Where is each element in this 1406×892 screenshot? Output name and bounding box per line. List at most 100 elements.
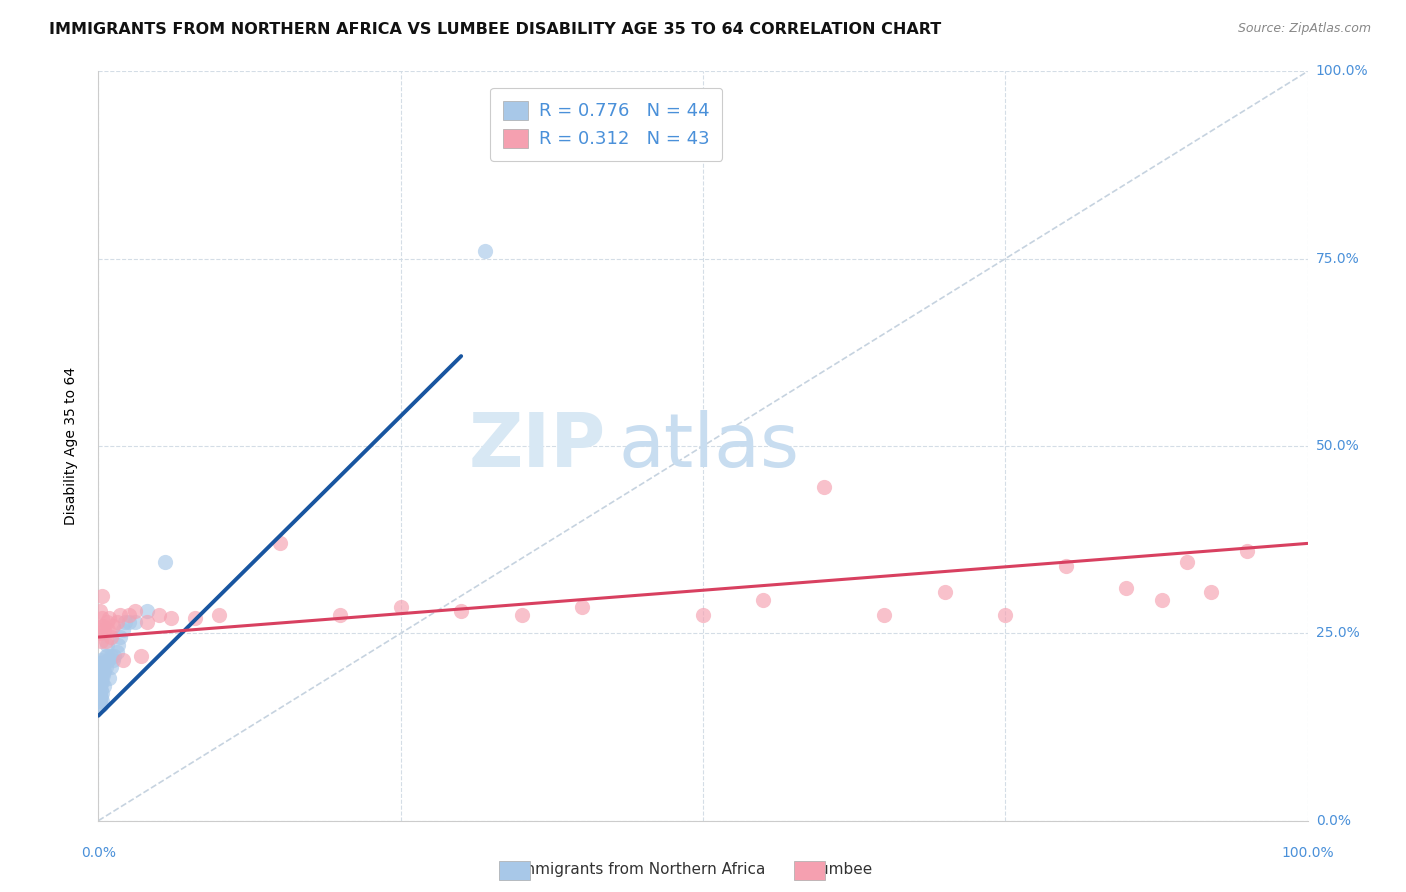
Point bbox=[91, 675, 114, 690]
Point bbox=[450, 604, 472, 618]
Point bbox=[89, 679, 111, 693]
Point bbox=[89, 698, 111, 712]
Text: 0.0%: 0.0% bbox=[82, 846, 115, 860]
Point bbox=[105, 615, 128, 629]
Point bbox=[89, 671, 111, 685]
Point bbox=[93, 623, 115, 637]
Point bbox=[89, 657, 111, 671]
Point bbox=[994, 607, 1017, 622]
Point bbox=[329, 607, 352, 622]
Point bbox=[105, 645, 128, 659]
Point bbox=[96, 648, 118, 663]
Point bbox=[107, 638, 129, 652]
Legend: R = 0.776   N = 44, R = 0.312   N = 43: R = 0.776 N = 44, R = 0.312 N = 43 bbox=[491, 88, 723, 161]
Point bbox=[91, 657, 114, 671]
Point bbox=[90, 682, 112, 697]
Point bbox=[96, 615, 118, 629]
Point bbox=[90, 652, 112, 666]
Point bbox=[93, 679, 115, 693]
Point bbox=[91, 686, 114, 700]
Text: Source: ZipAtlas.com: Source: ZipAtlas.com bbox=[1237, 22, 1371, 36]
Point bbox=[114, 615, 136, 629]
Point bbox=[129, 648, 152, 663]
Point bbox=[692, 607, 714, 622]
Point bbox=[90, 690, 112, 704]
Point bbox=[510, 607, 533, 622]
Point bbox=[1115, 582, 1137, 596]
Point bbox=[90, 667, 112, 681]
Point bbox=[91, 611, 114, 625]
Point bbox=[89, 626, 111, 640]
Point bbox=[1054, 558, 1077, 573]
Point bbox=[111, 652, 134, 666]
Point bbox=[91, 694, 114, 708]
Point bbox=[108, 607, 131, 622]
Point bbox=[94, 648, 117, 663]
Point bbox=[100, 648, 122, 663]
Point bbox=[94, 633, 117, 648]
Text: Lumbee: Lumbee bbox=[801, 863, 873, 877]
Text: IMMIGRANTS FROM NORTHERN AFRICA VS LUMBEE DISABILITY AGE 35 TO 64 CORRELATION CH: IMMIGRANTS FROM NORTHERN AFRICA VS LUMBE… bbox=[49, 22, 942, 37]
Point bbox=[91, 667, 114, 681]
Point bbox=[98, 611, 121, 625]
Point bbox=[1152, 592, 1174, 607]
Point bbox=[90, 675, 112, 690]
Point bbox=[89, 664, 111, 678]
Text: atlas: atlas bbox=[619, 409, 800, 483]
Text: 25.0%: 25.0% bbox=[1316, 626, 1360, 640]
Point bbox=[1175, 555, 1198, 569]
Point bbox=[101, 652, 124, 666]
Point bbox=[124, 615, 146, 629]
Point bbox=[100, 660, 122, 674]
Point bbox=[269, 536, 291, 550]
Point bbox=[89, 604, 111, 618]
Point bbox=[97, 652, 120, 666]
Point bbox=[97, 623, 120, 637]
Point bbox=[389, 600, 412, 615]
Point bbox=[111, 623, 134, 637]
Point bbox=[90, 633, 112, 648]
Point bbox=[108, 630, 131, 644]
Point bbox=[118, 615, 141, 629]
Point bbox=[100, 630, 122, 644]
Point bbox=[98, 671, 121, 685]
Point bbox=[91, 619, 114, 633]
Point bbox=[89, 690, 111, 704]
Point bbox=[118, 607, 141, 622]
Point bbox=[89, 694, 111, 708]
Point bbox=[91, 660, 114, 674]
Point bbox=[103, 648, 125, 663]
Y-axis label: Disability Age 35 to 64: Disability Age 35 to 64 bbox=[63, 367, 77, 525]
Point bbox=[90, 660, 112, 674]
Point bbox=[153, 555, 176, 569]
Point bbox=[89, 686, 111, 700]
Point bbox=[934, 585, 956, 599]
Point bbox=[474, 244, 496, 259]
Point bbox=[148, 607, 170, 622]
Point bbox=[184, 611, 207, 625]
Text: 100.0%: 100.0% bbox=[1316, 64, 1368, 78]
Point bbox=[208, 607, 231, 622]
Text: 100.0%: 100.0% bbox=[1281, 846, 1334, 860]
Text: 75.0%: 75.0% bbox=[1316, 252, 1360, 266]
Point bbox=[873, 607, 896, 622]
Point bbox=[93, 664, 115, 678]
Point bbox=[135, 615, 157, 629]
Point bbox=[752, 592, 775, 607]
Point bbox=[91, 589, 114, 603]
Point bbox=[571, 600, 593, 615]
Point bbox=[90, 698, 112, 712]
Text: ZIP: ZIP bbox=[470, 409, 606, 483]
Point bbox=[160, 611, 183, 625]
Point bbox=[1236, 544, 1258, 558]
Point bbox=[135, 604, 157, 618]
Point bbox=[813, 480, 835, 494]
Point bbox=[124, 604, 146, 618]
Point bbox=[90, 619, 112, 633]
Text: 50.0%: 50.0% bbox=[1316, 439, 1360, 453]
Point bbox=[91, 667, 114, 681]
Point bbox=[1199, 585, 1222, 599]
Point bbox=[94, 660, 117, 674]
Point bbox=[101, 619, 124, 633]
Text: Immigrants from Northern Africa: Immigrants from Northern Africa bbox=[506, 863, 765, 877]
